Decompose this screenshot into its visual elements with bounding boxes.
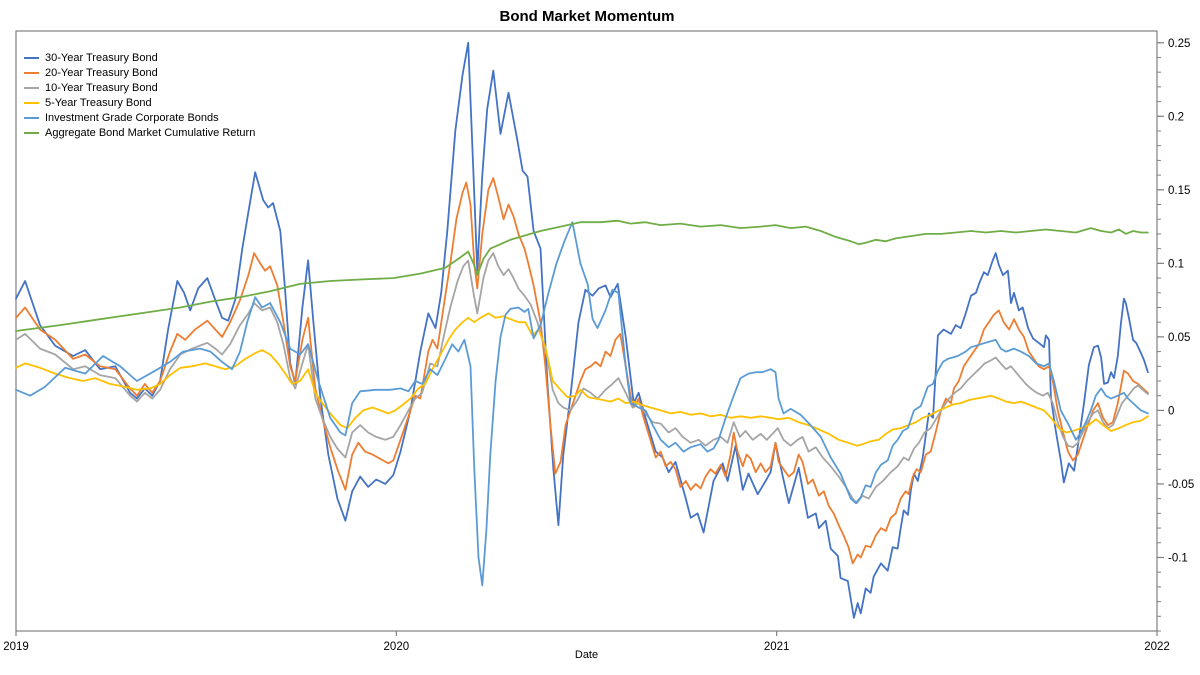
svg-text:0.1: 0.1 bbox=[1168, 258, 1184, 270]
legend-item-30-year: 30-Year Treasury Bond bbox=[24, 50, 255, 65]
svg-text:0.2: 0.2 bbox=[1168, 111, 1184, 123]
legend-label: 30-Year Treasury Bond bbox=[45, 51, 158, 64]
svg-text:2020: 2020 bbox=[384, 641, 410, 653]
legend-item-aggregate: Aggregate Bond Market Cumulative Return bbox=[24, 125, 255, 140]
legend-item-5-year: 5-Year Treasury Bond bbox=[24, 95, 255, 110]
svg-text:-0.1: -0.1 bbox=[1168, 552, 1188, 564]
svg-text:2022: 2022 bbox=[1144, 641, 1170, 653]
legend-item-20-year: 20-Year Treasury Bond bbox=[24, 65, 255, 80]
legend-swatch-10-year bbox=[24, 86, 39, 89]
svg-text:0.15: 0.15 bbox=[1168, 185, 1190, 197]
legend: 30-Year Treasury Bond 20-Year Treasury B… bbox=[24, 50, 255, 140]
svg-text:2021: 2021 bbox=[764, 641, 790, 653]
legend-item-ig-corporate: Investment Grade Corporate Bonds bbox=[24, 110, 255, 125]
svg-text:2019: 2019 bbox=[3, 641, 29, 653]
legend-swatch-ig-corporate bbox=[24, 116, 39, 119]
legend-item-10-year: 10-Year Treasury Bond bbox=[24, 80, 255, 95]
legend-swatch-aggregate bbox=[24, 131, 39, 134]
legend-label: Investment Grade Corporate Bonds bbox=[45, 111, 219, 124]
svg-text:0: 0 bbox=[1168, 405, 1174, 417]
legend-label: Aggregate Bond Market Cumulative Return bbox=[45, 126, 256, 139]
legend-swatch-30-year bbox=[24, 56, 39, 59]
chart-title: Bond Market Momentum bbox=[499, 8, 675, 25]
legend-label: 20-Year Treasury Bond bbox=[45, 66, 158, 79]
legend-swatch-5-year bbox=[24, 101, 39, 104]
svg-text:-0.05: -0.05 bbox=[1168, 479, 1194, 491]
svg-text:0.05: 0.05 bbox=[1168, 332, 1190, 344]
legend-swatch-20-year bbox=[24, 71, 39, 74]
svg-text:0.25: 0.25 bbox=[1168, 38, 1190, 50]
legend-label: 5-Year Treasury Bond bbox=[45, 96, 152, 109]
x-axis-label: Date bbox=[574, 649, 599, 661]
legend-label: 10-Year Treasury Bond bbox=[45, 81, 158, 94]
